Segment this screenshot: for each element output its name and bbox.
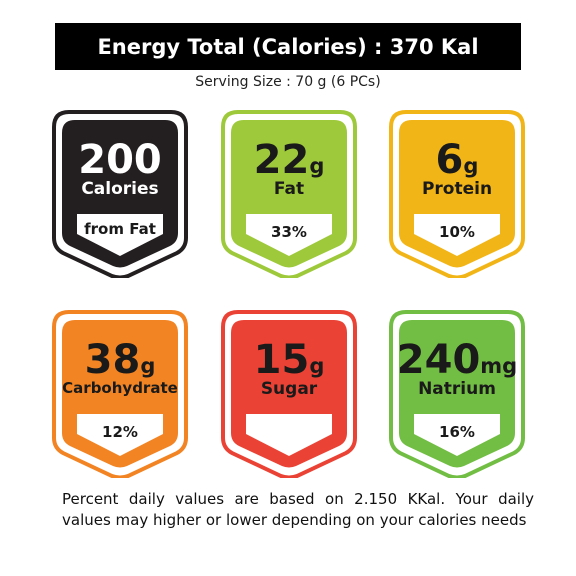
serving-size: Serving Size : 70 g (6 PCs) [195, 74, 381, 90]
badge-percent: 10% [439, 223, 475, 241]
badge-fat: 22g Fat 33% [219, 108, 359, 278]
badge-label: Sugar [260, 379, 318, 399]
badge-percent-tab [246, 214, 332, 256]
badge-percent-tab [414, 414, 500, 456]
badge-value: 22g [253, 137, 325, 183]
badge-percent-tab [246, 414, 332, 456]
badge-percent: 12% [102, 423, 138, 441]
badge-value: 6g [435, 137, 479, 183]
badge-natrium: 240mg Natrium 16% [387, 308, 527, 478]
badge-label: Carbohydrate [62, 379, 178, 397]
badge-percent-tab [77, 414, 163, 456]
badge-percent: 16% [439, 423, 475, 441]
badge-label: Natrium [418, 379, 496, 399]
badge-value: 200 [78, 137, 162, 183]
badge-percent-tab [77, 214, 163, 256]
badge-value: 15g [253, 337, 325, 383]
page-title: Energy Total (Calories) : 370 Kal [55, 23, 521, 70]
badge-label: Calories [81, 179, 159, 199]
badge-calories: 200 Calories from Fat [50, 108, 190, 278]
badge-percent: from Fat [84, 220, 156, 238]
badge-percent: 33% [271, 223, 307, 241]
footnote-text: Percent daily values are based on 2.150 … [62, 490, 534, 529]
badge-percent-tab [414, 214, 500, 256]
badge-protein: 6g Protein 10% [387, 108, 527, 278]
badge-sugar: 15g Sugar [219, 308, 359, 478]
badge-label: Fat [273, 179, 305, 199]
badge-value: 38g [84, 337, 156, 383]
badge-value: 240mg [396, 337, 518, 383]
badge-carbohydrate: 38g Carbohydrate 12% [50, 308, 190, 478]
badge-label: Protein [421, 179, 493, 199]
